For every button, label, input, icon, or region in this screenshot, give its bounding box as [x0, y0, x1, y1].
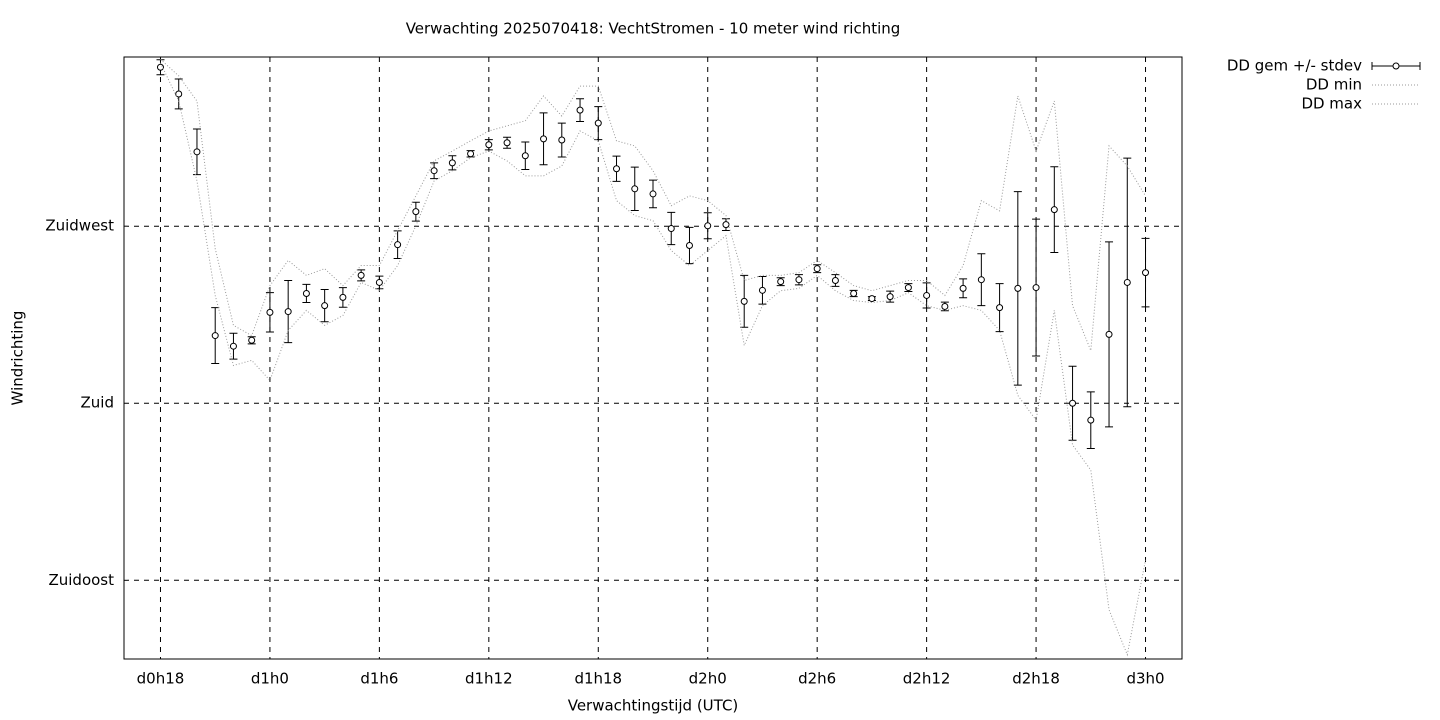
data-point: [886, 293, 894, 301]
x-tick-label: d1h12: [465, 670, 513, 688]
data-point: [321, 302, 329, 310]
data-point: [740, 297, 748, 305]
data-point: [1105, 330, 1113, 338]
data-point: [977, 276, 985, 284]
data-point: [1142, 269, 1150, 277]
data-point: [959, 284, 967, 292]
data-point: [302, 289, 310, 297]
data-point: [540, 135, 548, 143]
x-tick-label: d1h0: [251, 670, 289, 688]
data-point: [631, 185, 639, 193]
data-point: [923, 291, 931, 299]
x-tick-label: d1h6: [360, 670, 398, 688]
data-point: [284, 308, 292, 316]
y-tick-label: Zuidwest: [45, 217, 114, 235]
data-point: [576, 106, 584, 114]
data-point: [375, 278, 383, 286]
data-point: [448, 159, 456, 167]
y-tick-label: Zuid: [81, 394, 114, 412]
y-axis-label: Windrichting: [9, 311, 27, 406]
data-point: [266, 308, 274, 316]
data-point: [211, 332, 219, 340]
data-point: [685, 241, 693, 249]
line: [160, 62, 1147, 657]
data-point: [649, 190, 657, 198]
data-point: [996, 304, 1004, 312]
data-point: [795, 276, 803, 284]
x-tick-label: d3h0: [1126, 670, 1164, 688]
legend-label: DD min: [1306, 76, 1362, 94]
data-point: [1069, 399, 1077, 407]
data-point: [1014, 284, 1022, 292]
data-point: [503, 139, 511, 147]
x-tick-label: d2h0: [689, 670, 727, 688]
x-axis-label: Verwachtingstijd (UTC): [568, 697, 739, 715]
data-point: [704, 222, 712, 230]
data-point: [339, 293, 347, 301]
data-point: [777, 278, 785, 286]
chart-title: Verwachting 2025070418: VechtStromen - 1…: [406, 20, 901, 38]
legend-swatch: [1392, 62, 1400, 70]
data-point: [521, 152, 529, 160]
data-point: [941, 302, 949, 310]
data-point: [813, 265, 821, 273]
data-point: [229, 342, 237, 350]
data-point: [485, 141, 493, 149]
data-point: [248, 336, 256, 344]
data-point: [558, 136, 566, 144]
x-tick-label: d1h18: [574, 670, 622, 688]
legend-label: DD gem +/- stdev: [1227, 57, 1362, 75]
data-point: [613, 165, 621, 173]
data-point: [1050, 206, 1058, 214]
x-tick-label: d2h6: [798, 670, 836, 688]
data-point: [430, 167, 438, 175]
data-point: [758, 286, 766, 294]
data-point: [831, 276, 839, 284]
data-point: [412, 208, 420, 216]
data-point: [193, 148, 201, 156]
data-point: [850, 289, 858, 297]
x-tick-label: d2h18: [1012, 670, 1060, 688]
data-point: [357, 271, 365, 279]
y-tick-label: Zuidoost: [48, 571, 114, 589]
data-point: [1087, 416, 1095, 424]
data-point: [467, 150, 475, 158]
legend-label: DD max: [1301, 95, 1362, 113]
x-tick-label: d0h18: [137, 670, 185, 688]
plot-frame: [123, 56, 1183, 660]
data-point: [394, 241, 402, 249]
line: [160, 58, 1146, 351]
data-point: [1123, 278, 1131, 286]
data-point: [175, 90, 183, 98]
data-point: [868, 295, 876, 303]
data-point: [156, 63, 164, 71]
data-point: [594, 119, 602, 127]
x-tick-label: d2h12: [903, 670, 951, 688]
data-point: [1032, 284, 1040, 292]
data-point: [904, 284, 912, 292]
data-point: [667, 225, 675, 233]
